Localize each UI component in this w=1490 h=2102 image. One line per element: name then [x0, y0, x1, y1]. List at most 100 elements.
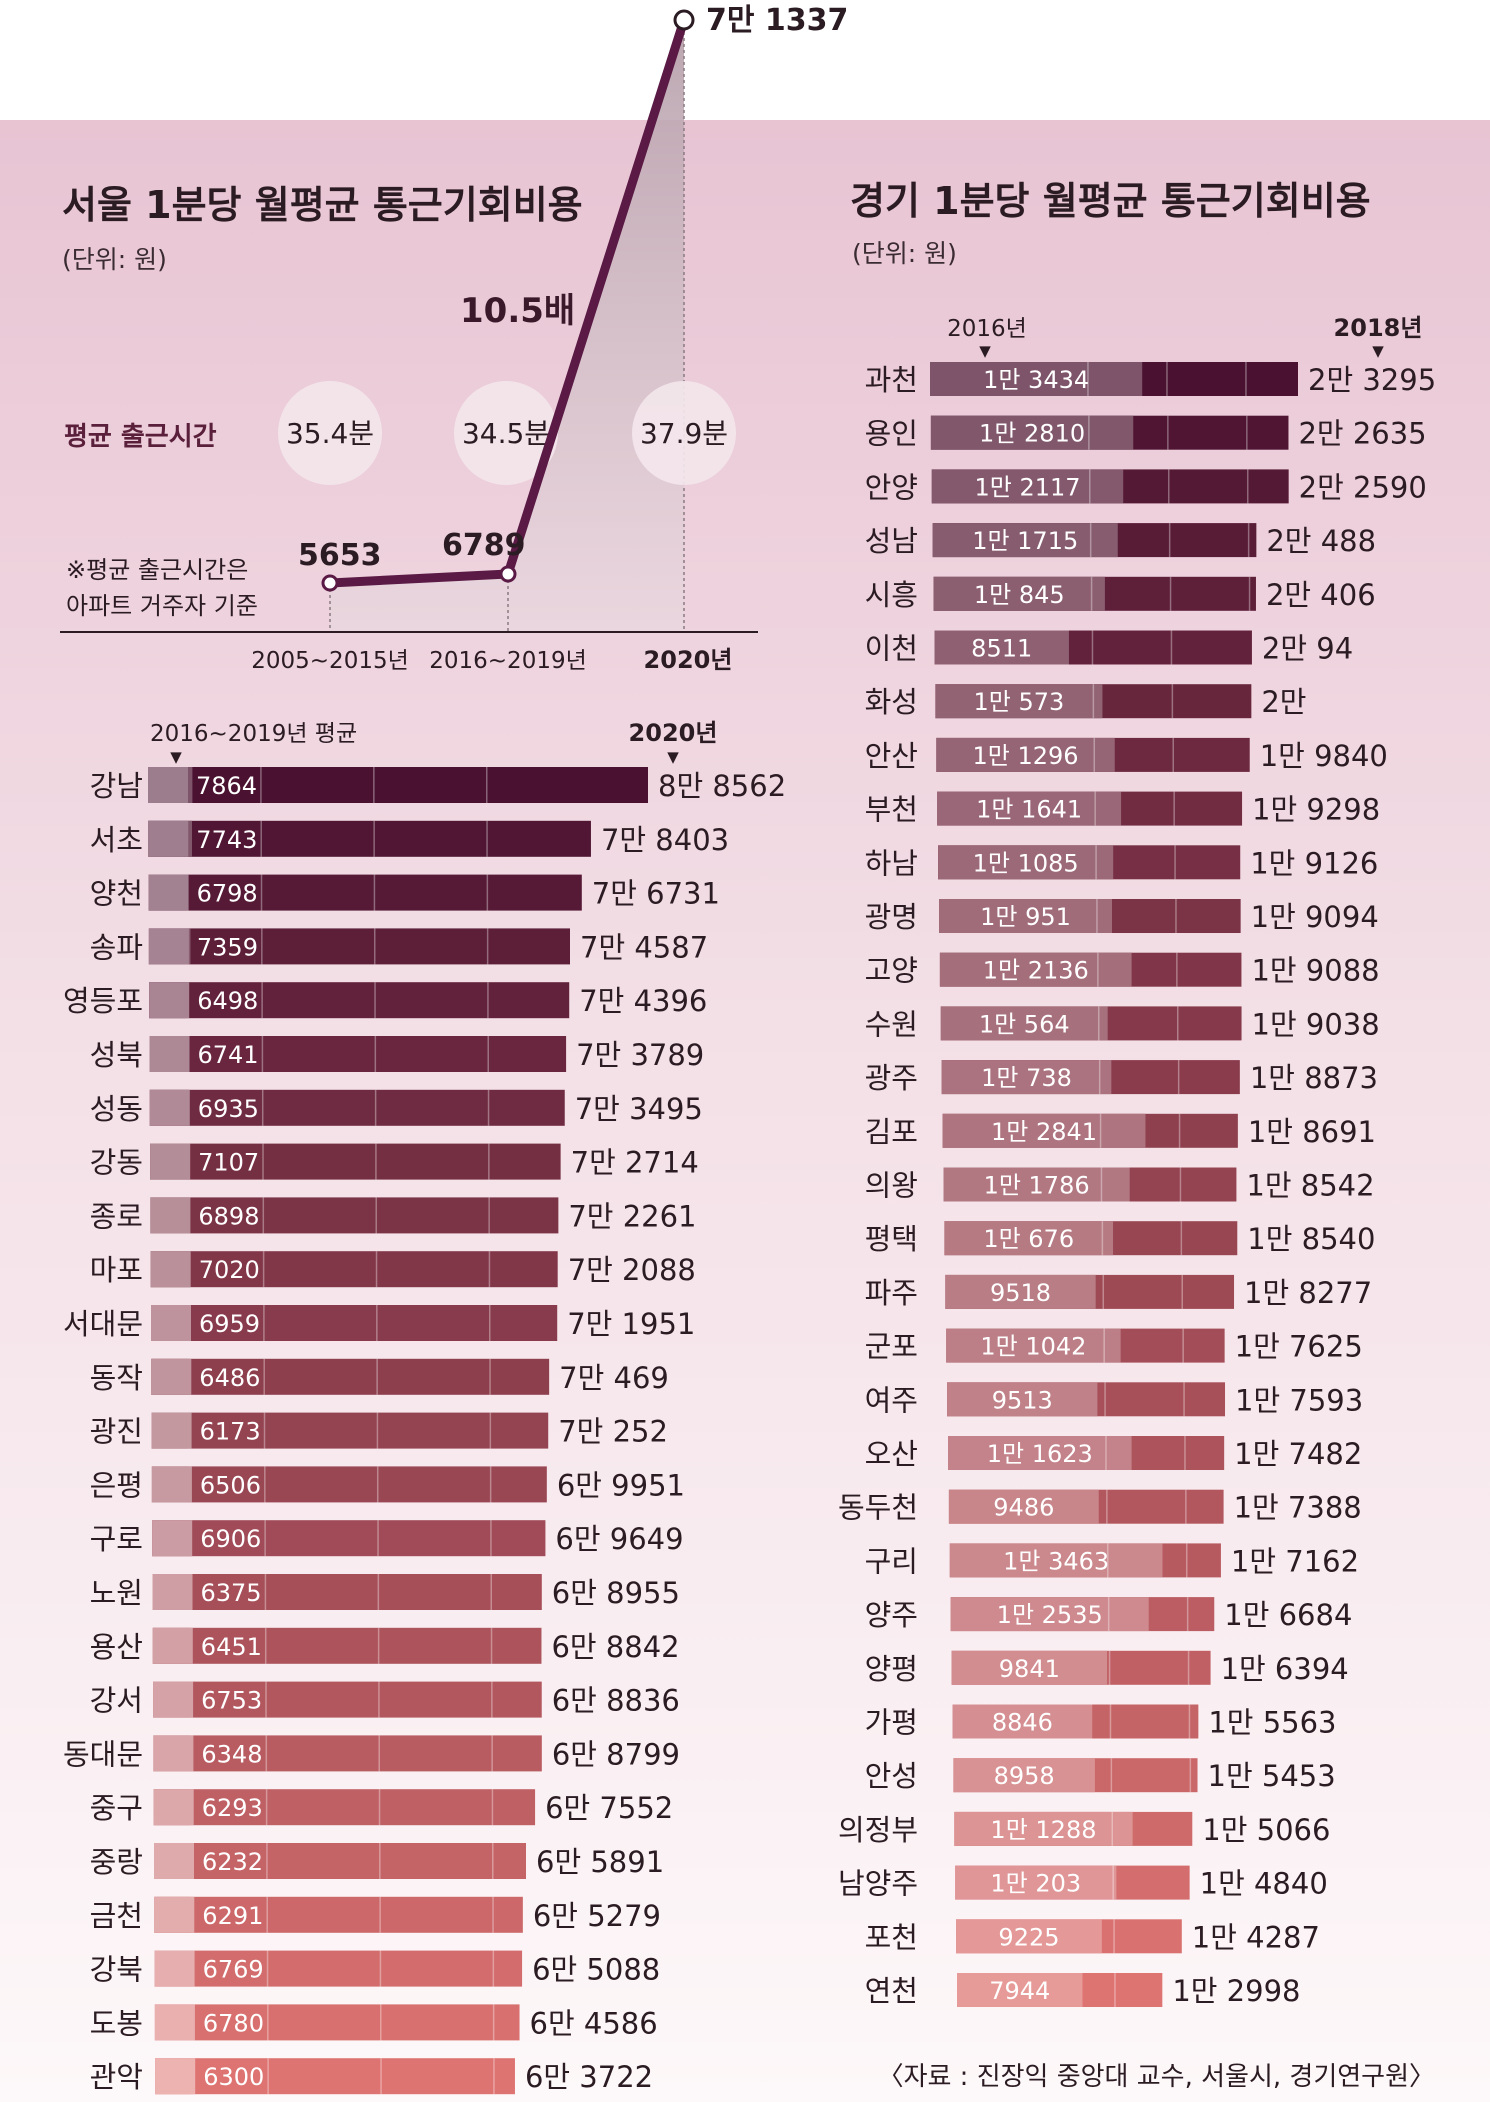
bar-prev-label: 6906	[200, 1525, 261, 1553]
row-name: 금천	[90, 1899, 143, 1933]
seoul-chart-unit: (단위: 원)	[62, 245, 167, 274]
x-tick-2: 2016~2019년	[429, 648, 587, 674]
bar-row: 관악 6300 6만 3722	[90, 2058, 653, 2095]
bar-prev-label: 6173	[200, 1418, 261, 1446]
bar-prev-label: 6451	[201, 1633, 262, 1661]
row-name: 영등포	[63, 984, 143, 1018]
bar-prev-label: 8511	[971, 635, 1032, 663]
bar-curr-label: 6만 8799	[552, 1737, 680, 1771]
row-name: 성북	[90, 1038, 143, 1072]
row-name: 의정부	[838, 1813, 918, 1847]
row-name: 도봉	[90, 2006, 143, 2040]
row-name: 이천	[865, 632, 918, 666]
bar-curr-label: 1만 9840	[1260, 739, 1388, 773]
bar-row: 강서 6753 6만 8836	[90, 1681, 680, 1718]
bar-prev	[937, 791, 1122, 826]
bar-curr-label: 7만 3789	[576, 1038, 704, 1072]
bar-curr	[149, 1089, 565, 1126]
bar-prev	[953, 1758, 1095, 1793]
bar-curr	[149, 1036, 567, 1072]
bar-curr	[151, 1358, 550, 1395]
bar-curr-label: 1만 9088	[1251, 954, 1379, 988]
bar-prev-label: 6741	[198, 1041, 259, 1069]
bar-curr-label: 6만 3722	[525, 2060, 653, 2094]
row-name: 송파	[90, 930, 143, 964]
bar-prev-label: 1만 2810	[979, 420, 1085, 448]
bar-curr-label: 7만 8403	[601, 823, 729, 857]
bar-curr-label: 7만 6731	[592, 877, 720, 911]
bar-prev-label: 9841	[999, 1655, 1060, 1683]
bar-curr-label: 1만 5066	[1202, 1813, 1330, 1847]
bar-row: 오산 1만 1623 1만 7482	[865, 1436, 1362, 1471]
bar-row: 김포 1만 2841 1만 8691	[865, 1113, 1376, 1149]
bar-curr	[150, 1251, 558, 1288]
bar-curr-label: 1만 5563	[1208, 1706, 1336, 1740]
row-name: 광명	[865, 900, 918, 934]
row-name: 중구	[90, 1791, 143, 1825]
bar-row: 안양 1만 2117 2만 2590	[865, 469, 1427, 504]
bar-curr	[148, 928, 571, 965]
bar-prev-label: 1만 1715	[972, 527, 1078, 555]
bar-prev-label: 6506	[200, 1471, 261, 1499]
bar-prev	[954, 1811, 1133, 1846]
row-name: 관악	[90, 2060, 143, 2094]
bar-prev-label: 9225	[998, 1923, 1059, 1951]
bar-curr	[153, 1789, 536, 1826]
row-name: 은평	[90, 1468, 143, 1502]
bar-curr	[152, 1520, 546, 1557]
bar-tab	[149, 1036, 190, 1072]
bar-prev-label: 1만 951	[980, 903, 1071, 931]
bar-prev-label: 8846	[992, 1709, 1053, 1737]
bar-row: 중구 6293 6만 7552	[90, 1789, 673, 1826]
row-name: 동작	[90, 1361, 143, 1395]
bar-prev-label: 7743	[196, 826, 257, 854]
seoul-chart-title: 서울 1분당 월평균 통근기회비용	[62, 183, 583, 227]
gyeonggi-bar-chart: 경기 1분당 월평균 통근기회비용 (단위: 원) 2016년 ▼ 2018년 …	[838, 179, 1436, 2008]
bar-curr-label: 1만 8542	[1246, 1169, 1374, 1203]
row-name: 용인	[865, 417, 918, 451]
seoul-legend-prev: 2016~2019년 평균	[150, 721, 357, 747]
bar-curr-label: 6만 5088	[532, 1953, 660, 1987]
bar-curr-label: 1만 9038	[1252, 1007, 1380, 1041]
seoul-bar-chart: 2016~2019년 평균 ▼ 2020년 ▼ 강남 7864 8만 8562 서초 7…	[63, 719, 786, 2095]
trend-point-1	[321, 574, 339, 592]
bar-prev-label: 7107	[198, 1149, 259, 1177]
bar-row: 안성 8958 1만 5453	[865, 1758, 1336, 1793]
row-name: 동대문	[63, 1737, 143, 1771]
row-name: 중랑	[90, 1845, 143, 1879]
bar-curr	[154, 1950, 523, 1987]
row-name: 강서	[90, 1684, 143, 1718]
row-name: 성남	[865, 524, 918, 558]
bar-curr-label: 1만 7162	[1231, 1544, 1359, 1578]
bar-prev-label: 1만 573	[974, 688, 1065, 716]
bar-tab	[154, 1843, 194, 1879]
bar-row: 동대문 6348 6만 8799	[63, 1735, 680, 1772]
bar-curr-label: 1만 7482	[1234, 1437, 1362, 1471]
x-tick-1: 2005~2015년	[251, 648, 409, 674]
bar-curr-label: 6만 5279	[533, 1899, 661, 1933]
bar-tab	[151, 1305, 191, 1341]
bar-tab	[148, 820, 189, 857]
bar-tab	[154, 1896, 195, 1933]
bar-row: 하남 1만 1085 1만 9126	[865, 845, 1378, 880]
row-name: 강동	[90, 1146, 143, 1180]
bar-row: 광주 1만 738 1만 8873	[865, 1060, 1378, 1095]
bar-prev-label: 6798	[197, 880, 258, 908]
commute-time-3: 37.9분	[640, 417, 728, 450]
seoul-legend-curr-arrow: ▼	[667, 748, 679, 766]
bar-row: 성남 1만 1715 2만 488	[865, 523, 1376, 558]
row-name: 평택	[865, 1222, 918, 1256]
row-name: 안산	[865, 739, 918, 773]
bar-row: 파주 9518 1만 8277	[865, 1274, 1372, 1310]
multiplier-label: 10.5배	[460, 291, 575, 331]
bar-row: 동두천 9486 1만 7388	[838, 1489, 1362, 1525]
bar-curr-label: 7만 2261	[568, 1199, 696, 1233]
bar-row: 의왕 1만 1786 1만 8542	[865, 1167, 1375, 1203]
row-name: 종로	[90, 1199, 143, 1233]
bar-row: 의정부 1만 1288 1만 5066	[838, 1811, 1330, 1847]
row-name: 연천	[865, 1974, 918, 2008]
bar-tab	[150, 1251, 191, 1288]
bar-curr-label: 1만 9094	[1251, 900, 1379, 934]
bar-prev-label: 1만 564	[979, 1010, 1070, 1038]
bar-curr-label: 1만 5453	[1208, 1759, 1336, 1793]
